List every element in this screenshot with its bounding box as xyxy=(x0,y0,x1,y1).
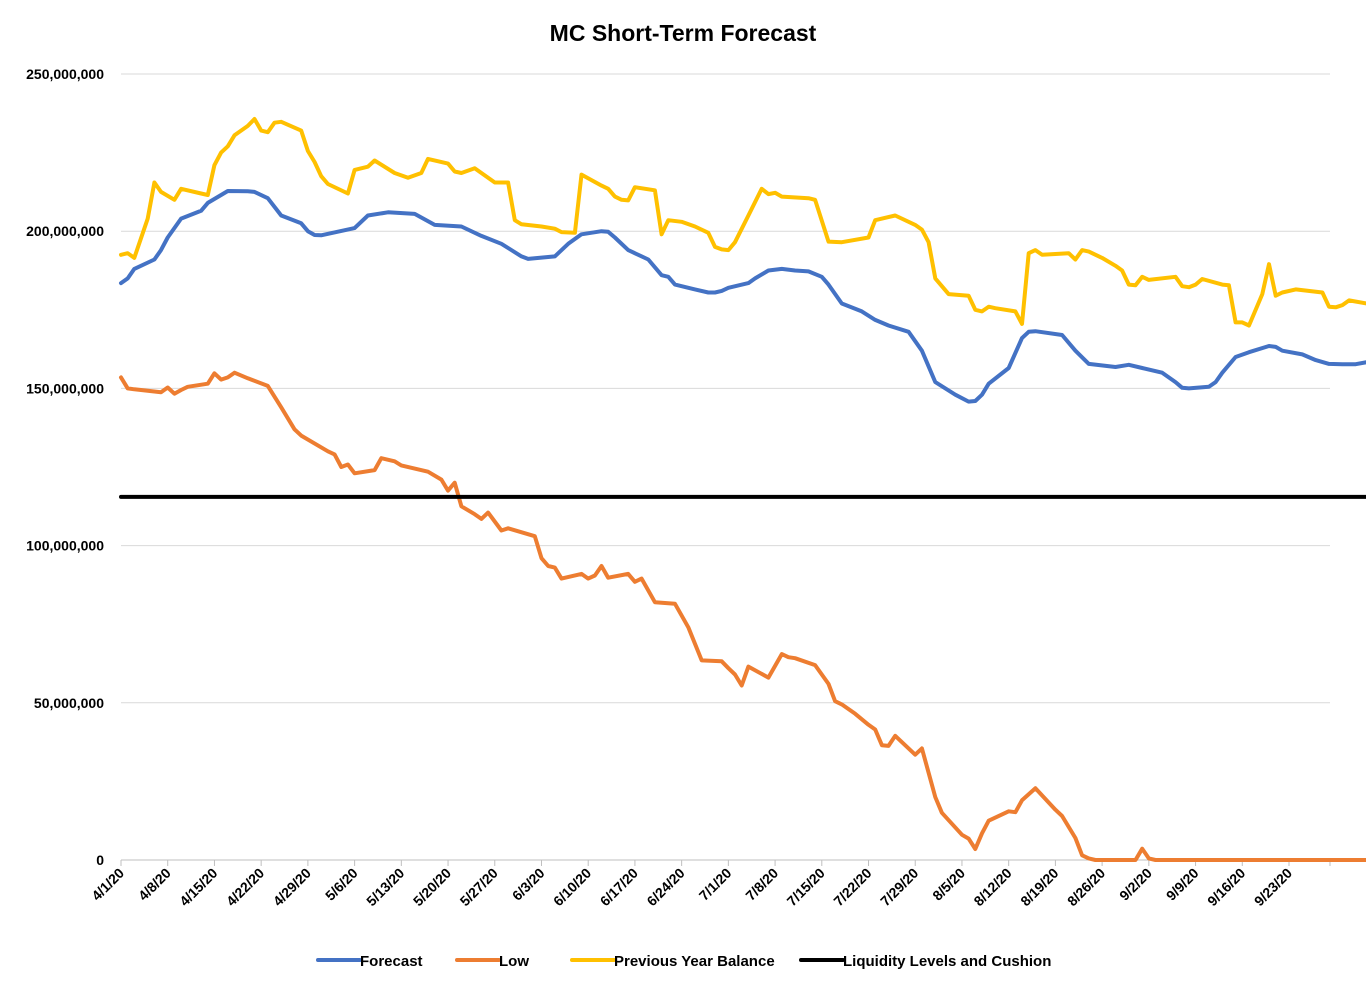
x-tick-label: 7/29/20 xyxy=(877,865,921,909)
legend-label: Low xyxy=(499,953,529,970)
x-tick-label: 5/27/20 xyxy=(457,865,501,909)
x-tick-label: 6/24/20 xyxy=(643,865,687,909)
series-line-low xyxy=(119,370,1366,862)
x-tick-label: 7/22/20 xyxy=(830,865,874,909)
x-tick-label: 7/15/20 xyxy=(784,865,828,909)
x-tick-label: 4/1/20 xyxy=(88,865,127,904)
y-tick-label: 150,000,000 xyxy=(26,380,104,396)
x-tick-label: 9/16/20 xyxy=(1204,865,1248,909)
x-tick-label: 5/6/20 xyxy=(322,865,361,904)
series-line-previous-year-balance xyxy=(119,117,1366,328)
legend-label: Previous Year Balance xyxy=(614,953,775,970)
x-tick-label: 7/8/20 xyxy=(742,865,781,904)
gridlines xyxy=(121,73,1330,704)
x-tick-label: 9/2/20 xyxy=(1116,865,1155,904)
x-tick-label: 5/13/20 xyxy=(363,865,407,909)
x-tick-label: 8/19/20 xyxy=(1017,865,1061,909)
x-tick-label: 8/12/20 xyxy=(970,865,1014,909)
x-tick-label: 4/29/20 xyxy=(270,865,314,909)
x-tick-label: 8/5/20 xyxy=(929,865,968,904)
legend-label: Liquidity Levels and Cushion xyxy=(843,953,1051,970)
y-tick-label: 50,000,000 xyxy=(34,695,104,711)
x-tick-label: 6/10/20 xyxy=(550,865,594,909)
x-axis-tick-labels: 4/1/20 4/8/20 4/15/20 4/22/20 4/29/20 5/6/20 5… xyxy=(88,865,1295,909)
x-tick-label: 8/26/20 xyxy=(1064,865,1108,909)
x-tick-label: 6/17/20 xyxy=(597,865,641,909)
legend: Forecast Low Previous Year Balance Liquidit… xyxy=(316,953,1051,970)
x-tick-label: 4/22/20 xyxy=(223,865,267,909)
y-tick-label: 0 xyxy=(96,852,104,868)
series-lines xyxy=(119,117,1366,862)
x-tick-label: 4/8/20 xyxy=(135,865,174,904)
x-tick-label: 9/9/20 xyxy=(1163,865,1202,904)
x-tick-label: 5/20/20 xyxy=(410,865,454,909)
x-tick-label: 6/3/20 xyxy=(509,865,548,904)
y-tick-label: 250,000,000 xyxy=(26,66,104,82)
series-line-forecast xyxy=(119,189,1366,404)
x-tick-label: 4/15/20 xyxy=(176,865,220,909)
y-tick-label: 200,000,000 xyxy=(26,223,104,239)
y-tick-label: 100,000,000 xyxy=(26,538,104,554)
chart-title: MC Short-Term Forecast xyxy=(550,20,817,46)
legend-label: Forecast xyxy=(360,953,423,970)
x-tick-label: 9/23/20 xyxy=(1251,865,1295,909)
y-axis-tick-labels: 0 50,000,000 100,000,000 150,000,000 200,000… xyxy=(26,66,104,868)
x-tick-label: 7/1/20 xyxy=(696,865,735,904)
